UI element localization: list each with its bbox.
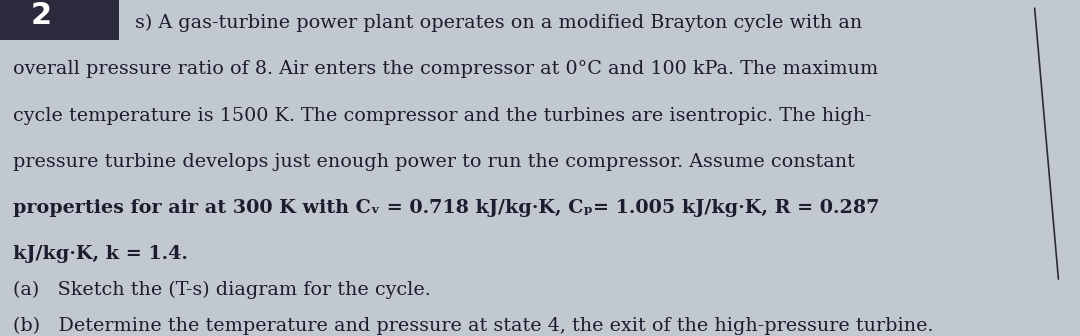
FancyBboxPatch shape [0, 0, 119, 40]
Text: s) A gas-turbine power plant operates on a modified Brayton cycle with an: s) A gas-turbine power plant operates on… [135, 13, 862, 32]
Text: cycle temperature is 1500 K. The compressor and the turbines are isentropic. The: cycle temperature is 1500 K. The compres… [13, 107, 872, 125]
Text: kJ/kg·K, k = 1.4.: kJ/kg·K, k = 1.4. [13, 245, 188, 263]
Text: 2: 2 [30, 1, 52, 30]
Text: overall pressure ratio of 8. Air enters the compressor at 0°C and 100 kPa. The m: overall pressure ratio of 8. Air enters … [13, 60, 878, 79]
Text: (b)   Determine the temperature and pressure at state 4, the exit of the high-pr: (b) Determine the temperature and pressu… [13, 317, 933, 335]
Text: properties for air at 300 K with Cᵥ = 0.718 kJ/kg·K, Cₚ= 1.005 kJ/kg·K, R = 0.28: properties for air at 300 K with Cᵥ = 0.… [13, 199, 879, 217]
Text: (a)   Sketch the (T-s) diagram for the cycle.: (a) Sketch the (T-s) diagram for the cyc… [13, 281, 431, 299]
Text: pressure turbine develops just enough power to run the compressor. Assume consta: pressure turbine develops just enough po… [13, 153, 855, 171]
